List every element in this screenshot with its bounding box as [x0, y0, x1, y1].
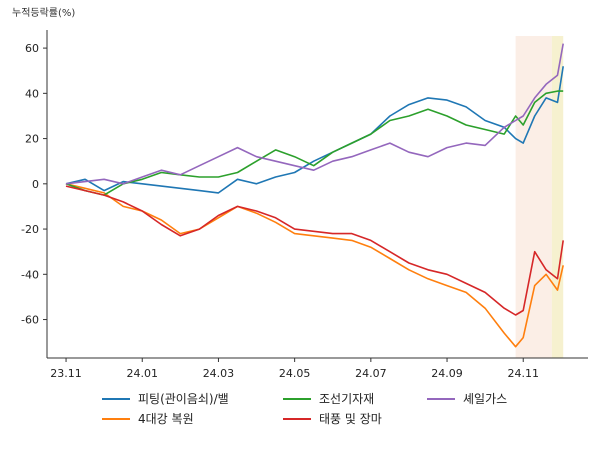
highlight-band-1	[551, 36, 564, 358]
legend-label: 태풍 및 장마	[319, 412, 382, 426]
series-line-1	[65, 183, 564, 348]
x-tick-label: 24.05	[279, 367, 311, 380]
x-tick-label: 24.11	[507, 367, 539, 380]
x-tick-label: 24.03	[203, 367, 235, 380]
series-line-3	[65, 185, 564, 316]
y-tick-label: 0	[32, 178, 39, 191]
legend-label: 셰일가스	[463, 392, 507, 406]
series-line-2	[65, 90, 564, 196]
x-tick-label: 24.01	[126, 367, 158, 380]
series-line-4	[65, 43, 564, 185]
legend-label: 4대강 복원	[138, 412, 194, 426]
y-tick-label: -20	[21, 223, 39, 236]
x-tick-label: 24.07	[355, 367, 387, 380]
x-tick-label: 24.09	[431, 367, 463, 380]
y-tick-label: 20	[25, 133, 39, 146]
legend-label: 피팅(관이음쇠)/밸	[138, 392, 229, 406]
legend-label: 조선기자재	[319, 392, 374, 406]
axes: 누적등락률(%)	[12, 7, 588, 359]
x-tick-label: 23.11	[50, 367, 82, 380]
y-tick-label: -40	[21, 268, 39, 281]
y-tick-label: 40	[25, 87, 39, 100]
highlight-band-0	[515, 36, 552, 358]
y-tick-label: -60	[21, 314, 39, 327]
x-ticks: 23.11 24.01 24.03 24.05 24.07 24.09 24.11	[50, 358, 539, 380]
y-axis-label: 누적등락률(%)	[12, 7, 75, 19]
y-tick-label: 60	[25, 42, 39, 55]
highlight-bands	[515, 36, 564, 358]
series-lines	[65, 43, 564, 348]
y-ticks: 60 40 20 0 -20 -40 -60	[21, 42, 47, 327]
